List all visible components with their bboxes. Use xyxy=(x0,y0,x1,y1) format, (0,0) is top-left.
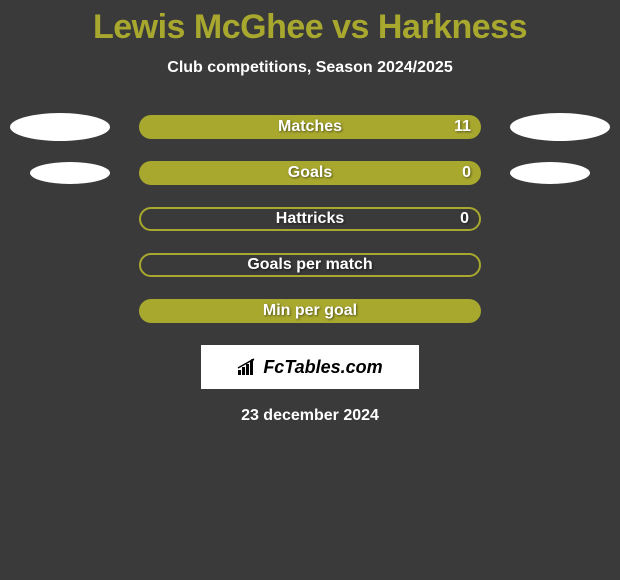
date-label: 23 december 2024 xyxy=(0,407,620,425)
stat-bar: Matches 11 xyxy=(139,115,481,139)
left-marker-ellipse xyxy=(10,113,110,141)
stat-row-goals: Goals 0 xyxy=(0,161,620,185)
logo-content: FcTables.com xyxy=(237,357,382,378)
stat-row-min-per-goal: Min per goal xyxy=(0,299,620,323)
stat-row-matches: Matches 11 xyxy=(0,115,620,139)
stat-row-hattricks: Hattricks 0 xyxy=(0,207,620,231)
stat-label: Hattricks xyxy=(276,210,344,228)
bar-chart-icon xyxy=(237,358,259,376)
right-marker-ellipse xyxy=(510,113,610,141)
stat-bar: Goals 0 xyxy=(139,161,481,185)
stat-label: Goals xyxy=(288,164,332,182)
logo-text: FcTables.com xyxy=(263,357,382,378)
stat-label: Goals per match xyxy=(247,256,372,274)
stat-label: Matches xyxy=(278,118,342,136)
stat-bar: Min per goal xyxy=(139,299,481,323)
stat-value: 0 xyxy=(462,164,471,182)
stat-bar: Hattricks 0 xyxy=(139,207,481,231)
subtitle: Club competitions, Season 2024/2025 xyxy=(0,59,620,77)
right-marker-ellipse xyxy=(510,162,590,184)
stat-value: 11 xyxy=(454,118,471,136)
page-title: Lewis McGhee vs Harkness xyxy=(0,8,620,47)
comparison-infographic: Lewis McGhee vs Harkness Club competitio… xyxy=(0,0,620,425)
left-marker-ellipse xyxy=(30,162,110,184)
stat-row-goals-per-match: Goals per match xyxy=(0,253,620,277)
stat-label: Min per goal xyxy=(263,302,357,320)
stat-bar: Goals per match xyxy=(139,253,481,277)
logo-box: FcTables.com xyxy=(201,345,419,389)
stat-value: 0 xyxy=(460,210,469,228)
